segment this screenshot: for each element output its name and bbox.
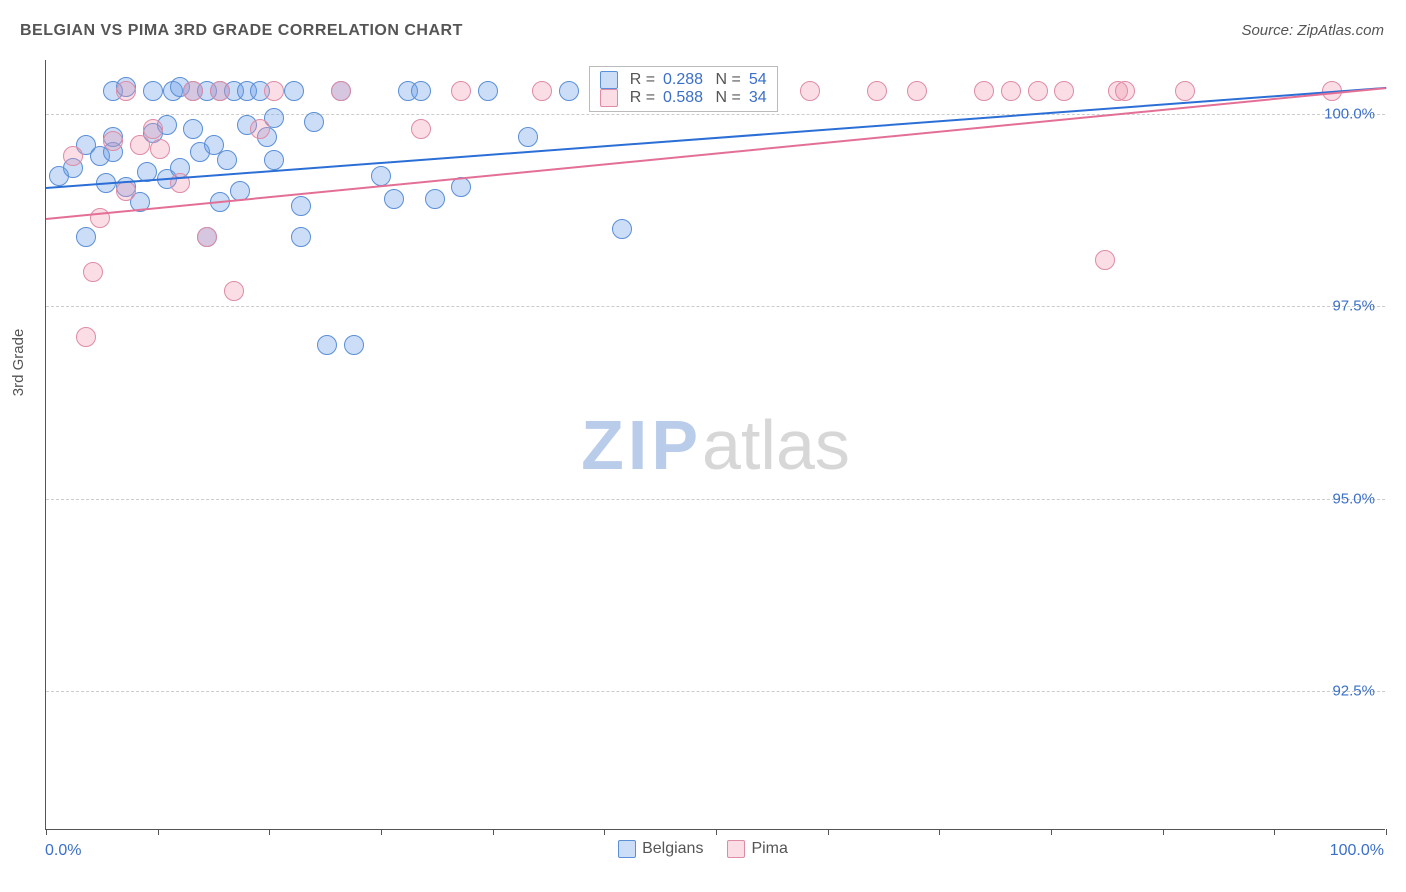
plot-area: ZIPatlas 92.5% 95.0% 97.5% 100.0% R = 0.288 N…: [45, 60, 1385, 830]
chart-container: BELGIAN VS PIMA 3RD GRADE CORRELATION CH…: [0, 0, 1406, 892]
gridline: [46, 691, 1385, 692]
y-tick-label: 100.0%: [1324, 105, 1375, 122]
legend-swatch: [727, 840, 745, 858]
legend-label: Belgians: [642, 840, 703, 858]
x-tick: [381, 829, 382, 835]
n-value: 54: [749, 71, 767, 89]
stats-row: R = 0.288 N = 54: [600, 71, 767, 89]
legend: Belgians Pima: [0, 840, 1406, 863]
scatter-point: [411, 119, 431, 139]
watermark-zip: ZIP: [581, 406, 702, 484]
scatter-point: [612, 219, 632, 239]
x-tick: [604, 829, 605, 835]
legend-item: Pima: [727, 840, 787, 858]
scatter-point: [451, 81, 471, 101]
scatter-point: [143, 119, 163, 139]
scatter-point: [1028, 81, 1048, 101]
x-tick: [939, 829, 940, 835]
y-tick-label: 97.5%: [1332, 298, 1375, 315]
x-tick: [46, 829, 47, 835]
scatter-point: [1115, 81, 1135, 101]
scatter-point: [559, 81, 579, 101]
series-swatch: [600, 71, 618, 89]
x-tick: [1274, 829, 1275, 835]
scatter-point: [143, 81, 163, 101]
scatter-point: [1175, 81, 1195, 101]
correlation-stats-box: R = 0.288 N = 54 R = 0.588 N = 34: [589, 66, 778, 112]
scatter-point: [907, 81, 927, 101]
legend-swatch: [618, 840, 636, 858]
scatter-point: [183, 81, 203, 101]
watermark-atlas: atlas: [702, 406, 850, 484]
n-value: 34: [749, 89, 767, 107]
scatter-point: [116, 81, 136, 101]
scatter-point: [1054, 81, 1074, 101]
scatter-point: [217, 150, 237, 170]
n-label: N =: [711, 89, 741, 107]
scatter-point: [76, 227, 96, 247]
x-tick: [1051, 829, 1052, 835]
x-tick: [158, 829, 159, 835]
scatter-point: [518, 127, 538, 147]
x-tick: [828, 829, 829, 835]
y-tick-label: 95.0%: [1332, 490, 1375, 507]
scatter-point: [425, 189, 445, 209]
scatter-point: [331, 81, 351, 101]
scatter-point: [478, 81, 498, 101]
x-tick: [493, 829, 494, 835]
series-swatch: [600, 89, 618, 107]
scatter-point: [250, 119, 270, 139]
y-tick-label: 92.5%: [1332, 683, 1375, 700]
stats-row: R = 0.588 N = 34: [600, 89, 767, 107]
gridline: [46, 499, 1385, 500]
scatter-point: [264, 150, 284, 170]
scatter-point: [291, 196, 311, 216]
scatter-point: [183, 119, 203, 139]
scatter-point: [532, 81, 552, 101]
scatter-point: [197, 227, 217, 247]
legend-label: Pima: [751, 840, 787, 858]
scatter-point: [90, 208, 110, 228]
scatter-point: [384, 189, 404, 209]
scatter-point: [800, 81, 820, 101]
y-axis-label: 3rd Grade: [10, 329, 27, 397]
scatter-point: [1095, 250, 1115, 270]
scatter-point: [291, 227, 311, 247]
scatter-point: [116, 181, 136, 201]
source-label: Source: ZipAtlas.com: [1241, 22, 1384, 39]
legend-item: Belgians: [618, 840, 703, 858]
scatter-point: [83, 262, 103, 282]
scatter-point: [867, 81, 887, 101]
r-value: 0.588: [663, 89, 703, 107]
scatter-point: [1001, 81, 1021, 101]
scatter-point: [150, 139, 170, 159]
x-tick: [716, 829, 717, 835]
scatter-point: [264, 81, 284, 101]
gridline: [46, 306, 1385, 307]
x-tick: [1163, 829, 1164, 835]
scatter-point: [974, 81, 994, 101]
scatter-point: [344, 335, 364, 355]
scatter-point: [224, 281, 244, 301]
scatter-point: [63, 146, 83, 166]
watermark: ZIPatlas: [581, 405, 850, 485]
chart-title: BELGIAN VS PIMA 3RD GRADE CORRELATION CH…: [20, 22, 463, 40]
scatter-point: [284, 81, 304, 101]
x-tick: [269, 829, 270, 835]
scatter-point: [317, 335, 337, 355]
scatter-point: [371, 166, 391, 186]
scatter-point: [411, 81, 431, 101]
scatter-point: [304, 112, 324, 132]
r-label: R =: [630, 71, 655, 89]
x-tick: [1386, 829, 1387, 835]
scatter-point: [76, 327, 96, 347]
r-label: R =: [630, 89, 655, 107]
r-value: 0.288: [663, 71, 703, 89]
scatter-point: [210, 81, 230, 101]
scatter-point: [103, 131, 123, 151]
n-label: N =: [711, 71, 741, 89]
